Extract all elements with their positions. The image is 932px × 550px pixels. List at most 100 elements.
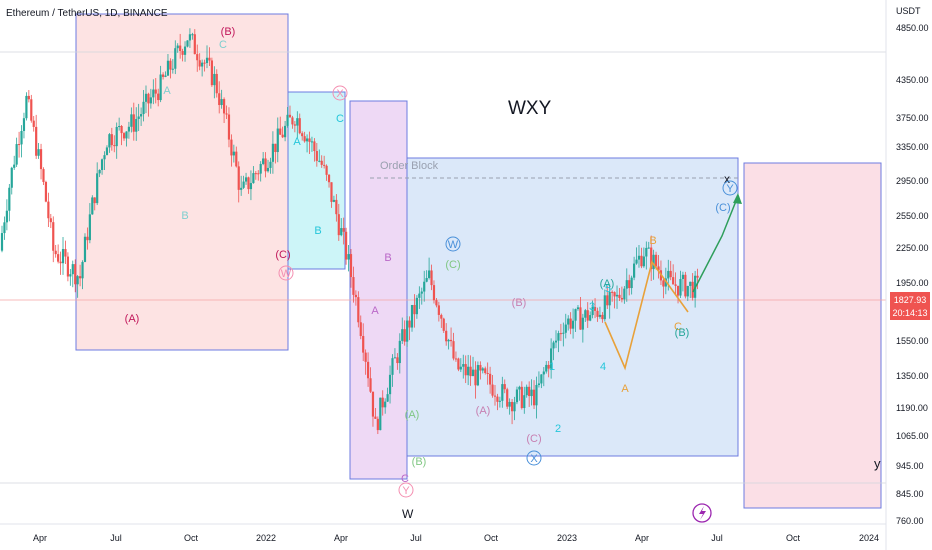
candle-body: [137, 116, 140, 119]
candle-body: [159, 74, 162, 101]
candle-body: [286, 114, 289, 126]
candle-body: [161, 74, 165, 77]
candle-body: [476, 365, 480, 386]
wave-label-A_left: A: [163, 85, 171, 97]
candle-body: [320, 160, 323, 165]
candle-body: [64, 249, 67, 257]
time-axis[interactable]: Apr Jul Oct 2022 Apr Jul Oct 2023 Apr Jul Oct 2024: [33, 533, 879, 543]
candle-body: [432, 285, 436, 301]
candle-body: [464, 364, 467, 376]
candle-body: [415, 297, 418, 315]
candle-body: [628, 280, 631, 289]
wave-label-A_teal: (A): [600, 278, 615, 290]
candle-body: [93, 197, 96, 204]
candle-body: [66, 256, 69, 277]
zone-box-purple: [349, 100, 408, 480]
candle-body: [157, 93, 160, 101]
price-tick-label: 1550.00: [896, 336, 929, 346]
candle-body: [347, 254, 350, 260]
candle-body: [481, 368, 484, 371]
pattern-title: WXY: [508, 98, 552, 119]
candle-body: [388, 374, 392, 395]
candle-body: [218, 93, 221, 106]
wave-label-A_green: (A): [405, 409, 420, 421]
candle-body: [227, 114, 231, 140]
candle-body: [264, 158, 267, 172]
price-tick-label: 2250.00: [896, 243, 929, 253]
candle-body: [74, 264, 77, 285]
candle-body: [105, 147, 109, 156]
candle-body: [642, 256, 645, 267]
wave-label-B_green: (B): [412, 456, 427, 468]
price-axis[interactable]: 4850.00 4350.00 3750.00 3350.00 2950.00 2550.…: [896, 23, 929, 526]
candle-body: [220, 99, 223, 106]
candle-body: [52, 222, 55, 251]
price-tick-label: 1350.00: [896, 371, 929, 381]
time-tick-label: Oct: [184, 533, 199, 543]
price-tick-label: 2550.00: [896, 211, 929, 221]
candle-body: [532, 389, 536, 406]
candle-body: [288, 114, 292, 118]
candle-body: [247, 177, 250, 190]
candle-body: [83, 236, 87, 262]
time-tick-label: Jul: [711, 533, 723, 543]
candle-body: [293, 124, 296, 126]
candle-body: [327, 174, 331, 183]
candle-body: [149, 97, 152, 104]
candle-body: [393, 357, 397, 359]
candle-body: [469, 366, 472, 377]
candle-body: [584, 310, 587, 318]
candle-body: [179, 45, 182, 51]
candle-body: [576, 307, 580, 310]
candle-body: [606, 295, 609, 306]
candle-body: [230, 139, 233, 156]
candle-body: [615, 294, 619, 297]
candle-body: [88, 214, 91, 241]
candle-body: [130, 114, 133, 127]
candle-body: [108, 134, 111, 148]
candle-body: [435, 300, 438, 306]
time-tick-label: Jul: [410, 533, 422, 543]
wave-label-Y_right: Y: [726, 183, 734, 195]
candle-body: [110, 134, 113, 146]
candle-body: [96, 173, 99, 204]
candle-body: [396, 357, 399, 364]
candle-body: [449, 339, 453, 342]
candle-body: [120, 126, 123, 134]
wave-label-W_blue: W: [448, 239, 459, 251]
candle-body: [103, 155, 106, 160]
candle-body: [571, 320, 575, 329]
candle-body: [259, 163, 262, 174]
wave-label-B_teal: (B): [675, 327, 690, 339]
wave-label-B_left: B: [181, 210, 188, 222]
candle-body: [254, 173, 257, 175]
price-label-value: 1827.93: [894, 295, 927, 305]
candle-body: [408, 320, 411, 328]
wave-label-circle: [278, 265, 294, 281]
candle-body: [581, 317, 584, 330]
candle-body: [447, 339, 450, 342]
wave-label-A_orange: A: [621, 383, 629, 395]
price-tick-label: 1065.00: [896, 431, 929, 441]
candle-body: [591, 307, 594, 316]
candle-body: [142, 101, 145, 115]
candle-body: [684, 274, 687, 297]
candle-body: [630, 277, 633, 289]
candle-body: [330, 182, 333, 202]
lightning-icon[interactable]: [692, 503, 712, 523]
wave-label-B_pink: (B): [512, 297, 527, 309]
candle-body: [674, 284, 677, 286]
candle-body: [379, 397, 382, 431]
candle-body: [196, 54, 199, 61]
candle-body: [618, 294, 621, 298]
price-label-box: [890, 292, 930, 320]
wave-label-Y_circle: Y: [402, 485, 410, 497]
candle-body: [171, 68, 174, 70]
candle-body: [489, 373, 492, 385]
candle-body: [54, 250, 57, 255]
candle-body: [42, 169, 45, 182]
candle-body: [567, 318, 570, 325]
candle-body: [262, 158, 265, 164]
price-tick-label: 3750.00: [896, 113, 929, 123]
